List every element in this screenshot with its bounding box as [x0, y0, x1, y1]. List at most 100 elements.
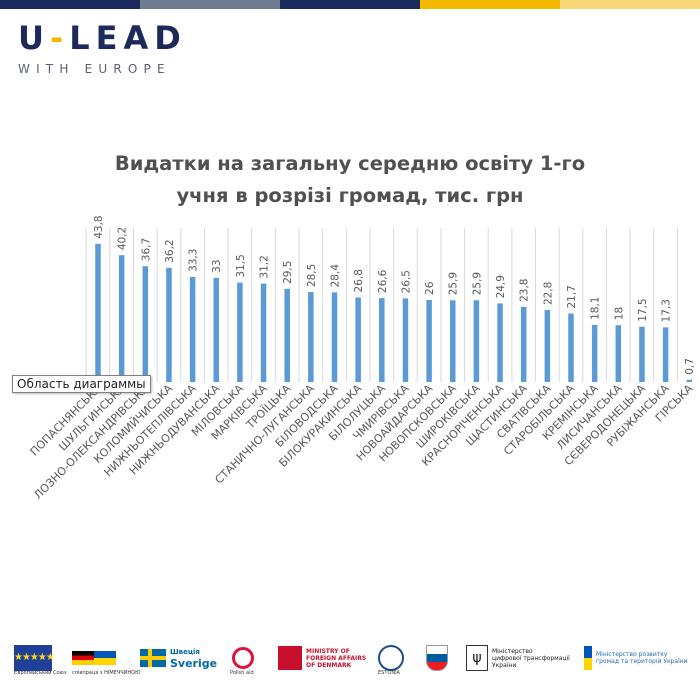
u-lead-logo: U-LEAD WITH EUROPE [18, 20, 187, 76]
sweden-text: Швеція Sverige [170, 646, 217, 670]
ministry-digital-line-1: Міністерство [492, 647, 533, 655]
trident-icon: ψ [466, 645, 488, 671]
estonia-emblem-icon [378, 645, 404, 671]
chart-bar [591, 324, 598, 382]
slovenia-shield-icon [426, 645, 448, 671]
chart-data-label: 31,2 [259, 255, 271, 278]
chart-bar [308, 292, 314, 382]
chart-data-label: 25,9 [471, 272, 483, 295]
ministry-regional-line-2: громад та територій України [596, 658, 688, 665]
chart-bar [213, 277, 219, 382]
ministry-digital-logo: ψ Міністерство цифрової трансформації Укра… [466, 640, 570, 676]
chart-bar [497, 303, 503, 382]
chart-bar [379, 298, 385, 382]
ministry-regional-logo: Міністерство розвитку громад та територій… [584, 640, 688, 676]
chart-bar [355, 297, 361, 382]
chart-bar [260, 283, 267, 382]
chart-bar [142, 266, 149, 382]
chart-area-tooltip: Область диаграммы [12, 375, 151, 393]
germany-flag-icon [72, 651, 94, 665]
ministry-digital-text: Міністерство цифрової трансформації Україн… [492, 648, 570, 669]
logo-subtitle: WITH EUROPE [18, 62, 171, 76]
chart-bar [615, 325, 622, 382]
sweden-line-1: Швеція [170, 648, 200, 656]
chart-data-label: 17,5 [637, 298, 649, 321]
denmark-line-2: FOREIGN AFFAIRS [306, 654, 367, 662]
ministry-regional-text: Міністерство розвитку громад та територій… [596, 651, 688, 665]
denmark-logo: MINISTRY OF FOREIGN AFFAIRS OF DENMARK [278, 640, 366, 676]
chart-bar [568, 313, 574, 382]
chart-data-label: 24,9 [495, 275, 507, 298]
chart-bar [331, 292, 338, 382]
estonia-logo: ESTONIA [378, 640, 404, 676]
chart-bar [450, 300, 456, 382]
germany-caption: співпраця з НІМЕЧЧИНОЮ [72, 670, 141, 676]
chart-data-label: 28,4 [330, 264, 342, 288]
chart-data-label: 26,6 [377, 269, 389, 293]
chart-data-label: 22,8 [542, 282, 554, 305]
chart-data-label: 21,7 [566, 285, 578, 308]
chart-bar [473, 300, 480, 382]
sweden-flag-icon [140, 649, 166, 667]
slovenia-logo [426, 640, 448, 676]
ministry-regional-line-1: Міністерство розвитку [596, 651, 668, 658]
chart-bar [237, 282, 243, 382]
chart-data-label: 18 [613, 307, 625, 320]
denmark-line-3: OF DENMARK [306, 661, 352, 669]
chart-data-label: 40,2 [117, 227, 129, 250]
logo-lead: LEAD [69, 19, 187, 57]
chart-data-label: 26,5 [400, 270, 412, 293]
chart-title: Видатки на загальну середню освіту 1-го … [30, 148, 670, 212]
ministry-regional-flag-icon [584, 646, 592, 670]
polish-aid-logo: Polish aid [230, 640, 254, 676]
chart-data-label: 0,7 [684, 358, 696, 375]
partner-logos-footer: ★★★★★ Європейський Союз співпраця з НІМЕ… [0, 640, 700, 680]
chart-data-label: 25,9 [448, 272, 460, 295]
top-color-bar [0, 0, 700, 9]
chart-bars [95, 243, 692, 382]
chart-data-label: 26,8 [353, 269, 365, 292]
polish-aid-icon [232, 647, 254, 669]
ukraine-flag-icon [94, 651, 116, 665]
chart-title-line-2: учня в розрізі громад, тис. грн [176, 184, 524, 207]
chart-bar [639, 326, 645, 382]
eu-caption: Європейський Союз [14, 670, 67, 676]
logo-dash: - [49, 19, 70, 57]
chart-title-line-1: Видатки на загальну середню освіту 1-го [114, 152, 586, 175]
denmark-line-1: MINISTRY OF [306, 647, 350, 655]
germany-cooperation-logo: співпраця з НІМЕЧЧИНОЮ [72, 640, 141, 676]
chart-bar [402, 298, 409, 382]
chart-bar [95, 243, 101, 382]
chart-data-label: 33,3 [188, 249, 200, 272]
denmark-text: MINISTRY OF FOREIGN AFFAIRS OF DENMARK [306, 648, 366, 669]
chart-data-label: 43,8 [93, 215, 105, 238]
chart-bar [662, 327, 669, 382]
chart-bar [544, 310, 551, 382]
chart-data-label: 26 [424, 281, 436, 295]
top-bar-segment-4 [420, 0, 560, 9]
top-bar-segment-5 [560, 0, 700, 9]
top-bar-segment-3 [280, 0, 420, 9]
chart-bar [189, 276, 196, 382]
top-bar-segment-1 [0, 0, 140, 9]
logo-title: U-LEAD [18, 20, 187, 56]
logo-u: U [18, 19, 50, 57]
chart-bar [118, 255, 125, 382]
chart-bar [166, 267, 172, 382]
chart-data-label: 36,2 [164, 239, 176, 262]
top-bar-segment-2 [140, 0, 280, 9]
sweden-line-2: Sverige [170, 657, 218, 670]
chart-bar [426, 299, 432, 382]
chart-bar [686, 379, 692, 382]
chart-data-label: 33 [211, 259, 223, 272]
eu-logo: ★★★★★ Європейський Союз [14, 640, 67, 676]
chart-gridlines [85, 228, 678, 382]
chart-category-labels: ПОПАСНЯНСЬКАШУЛЬГИНСЬКАЛОЗНО-ОЛЕКСАНДРІВ… [28, 382, 696, 502]
denmark-crest-icon [278, 646, 302, 670]
chart-data-label: 17,3 [661, 299, 673, 322]
estonia-caption: ESTONIA [378, 670, 400, 676]
ministry-digital-line-3: України [492, 661, 517, 669]
sweden-logo: Швеція Sverige [140, 640, 217, 676]
chart-value-labels: 43,8 40,2 36,7 36,2 33,3 33 31,5 31,2 29,5 28,5 28… [93, 215, 696, 374]
